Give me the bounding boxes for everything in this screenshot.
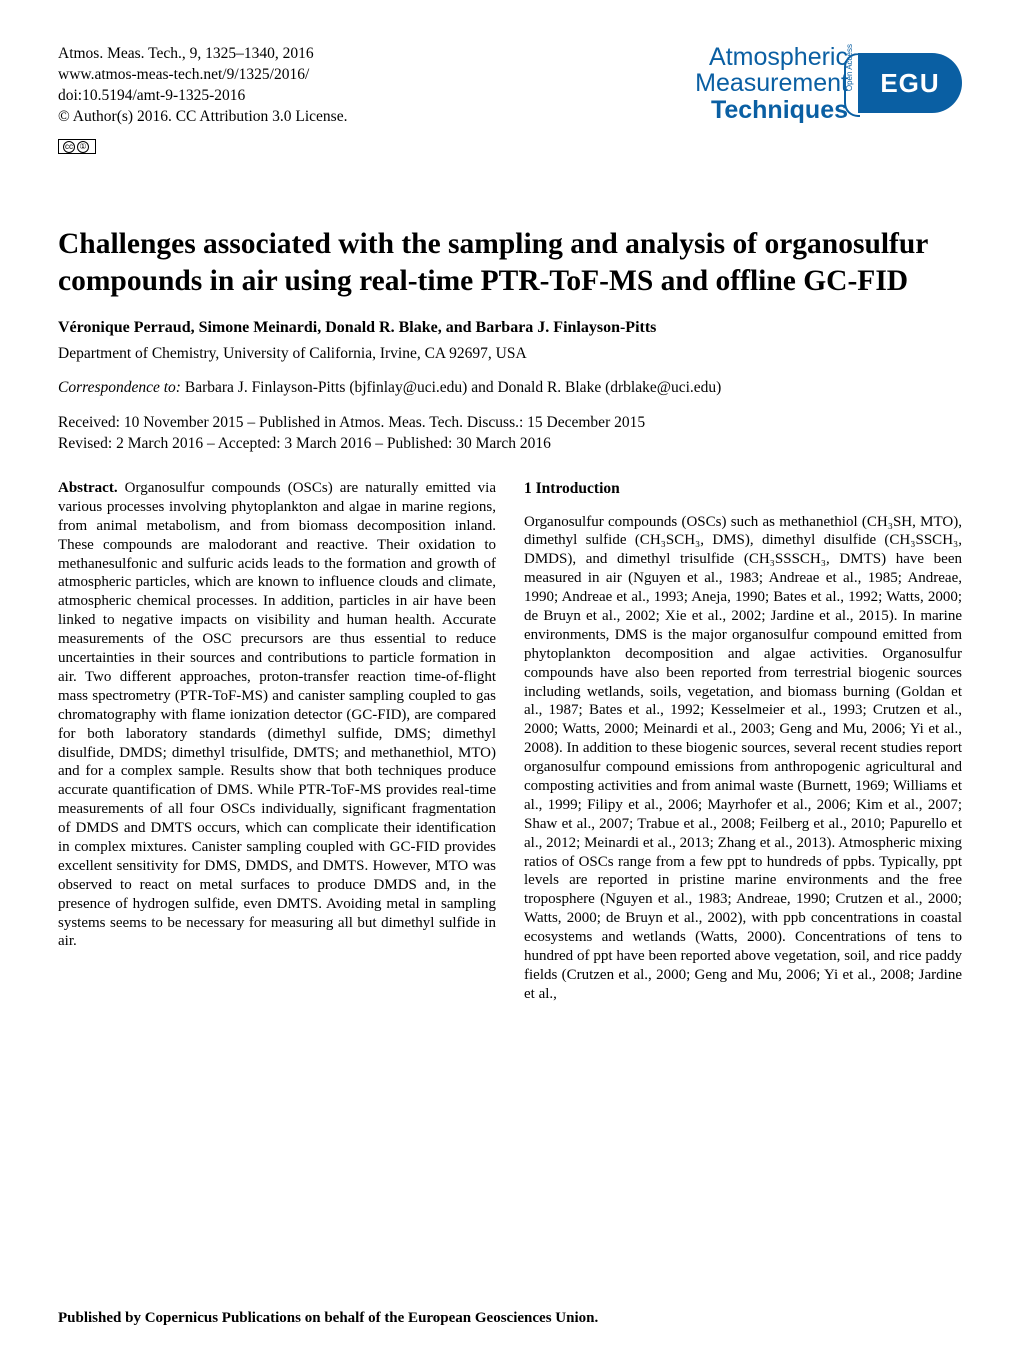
intro-text: Organosulfur compounds (OSCs) such as me… xyxy=(524,513,962,1004)
right-column: 1 Introduction Organosulfur compounds (O… xyxy=(524,479,962,1004)
correspondence-label: Correspondence to: xyxy=(58,379,181,396)
publication-dates: Received: 10 November 2015 – Published i… xyxy=(58,413,962,455)
abstract-paragraph: Abstract. Organosulfur compounds (OSCs) … xyxy=(58,479,496,951)
left-column: Abstract. Organosulfur compounds (OSCs) … xyxy=(58,479,496,1004)
abstract-label: Abstract. xyxy=(58,480,118,496)
journal-brand: Atmospheric Measurement Techniques xyxy=(695,44,848,123)
section-heading-intro: 1 Introduction xyxy=(524,479,962,499)
header-meta: Atmos. Meas. Tech., 9, 1325–1340, 2016 w… xyxy=(58,44,347,128)
footer-publisher: Published by Copernicus Publications on … xyxy=(58,1310,598,1327)
header-row: Atmos. Meas. Tech., 9, 1325–1340, 2016 w… xyxy=(58,44,962,128)
doi: doi:10.5194/amt-9-1325-2016 xyxy=(58,86,347,107)
brand-line3: Techniques xyxy=(695,97,848,123)
egu-text: EGU xyxy=(880,68,939,99)
dates-line2: Revised: 2 March 2016 – Accepted: 3 Marc… xyxy=(58,434,962,455)
header-brand-block: Open Access Atmospheric Measurement Tech… xyxy=(695,44,962,123)
abstract-text: Organosulfur compounds (OSCs) are natura… xyxy=(58,480,496,949)
egu-badge: EGU xyxy=(858,53,962,113)
correspondence-text: Barbara J. Finlayson-Pitts (bjfinlay@uci… xyxy=(181,379,721,396)
dates-line1: Received: 10 November 2015 – Published i… xyxy=(58,413,962,434)
body-columns: Abstract. Organosulfur compounds (OSCs) … xyxy=(58,479,962,1004)
correspondence: Correspondence to: Barbara J. Finlayson-… xyxy=(58,379,962,397)
journal-url: www.atmos-meas-tech.net/9/1325/2016/ xyxy=(58,65,347,86)
brand-line1: Atmospheric xyxy=(695,44,848,70)
cc-badge: cc① xyxy=(58,139,96,154)
affiliation: Department of Chemistry, University of C… xyxy=(58,345,962,363)
paper-title: Challenges associated with the sampling … xyxy=(58,226,962,302)
author-list: Véronique Perraud, Simone Meinardi, Dona… xyxy=(58,319,962,337)
cc-license-icon: cc① xyxy=(58,136,962,154)
brand-line2: Measurement xyxy=(695,70,848,96)
journal-citation: Atmos. Meas. Tech., 9, 1325–1340, 2016 xyxy=(58,44,347,65)
copyright-line: © Author(s) 2016. CC Attribution 3.0 Lic… xyxy=(58,107,347,128)
